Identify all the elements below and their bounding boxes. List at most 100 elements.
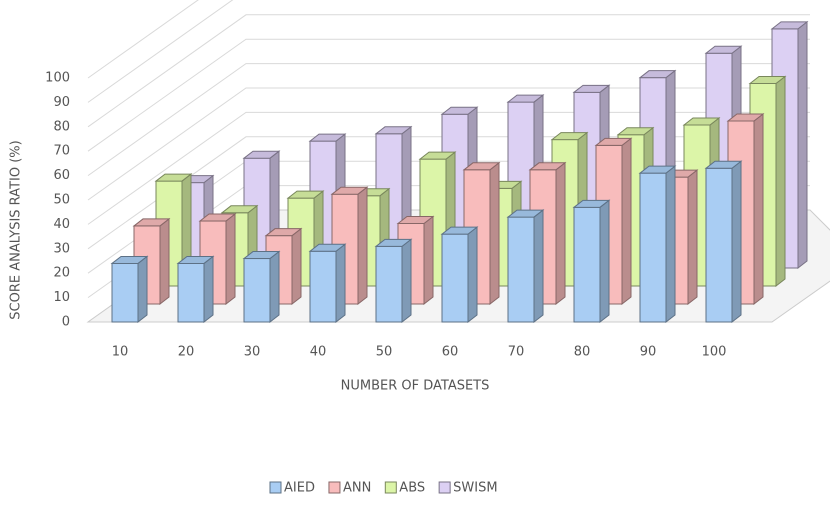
bar-top bbox=[462, 162, 501, 171]
x-tick-label: 90 bbox=[640, 345, 657, 360]
bar bbox=[704, 160, 743, 324]
x-tick-label: 60 bbox=[442, 345, 459, 360]
legend-swatch bbox=[328, 481, 341, 494]
bar-side bbox=[533, 209, 544, 324]
grid-line bbox=[87, 38, 810, 152]
bar-side bbox=[467, 226, 478, 324]
legend-label: AIED bbox=[284, 481, 315, 496]
bar-side bbox=[599, 199, 610, 324]
bar-top bbox=[242, 150, 281, 159]
bar-top bbox=[286, 190, 325, 199]
bar-top bbox=[374, 126, 413, 135]
bar-front bbox=[375, 245, 403, 323]
y-tick-label: 30 bbox=[53, 241, 70, 256]
bar-top bbox=[704, 45, 743, 54]
bar-side bbox=[731, 160, 742, 324]
bar-top bbox=[572, 84, 611, 93]
bar-side bbox=[665, 165, 676, 324]
bar-top bbox=[308, 243, 347, 252]
bar bbox=[572, 199, 611, 324]
bar-side bbox=[489, 161, 500, 306]
bar-side bbox=[797, 20, 808, 270]
grid-line bbox=[87, 87, 810, 201]
x-tick-label: 30 bbox=[244, 345, 261, 360]
bar-top bbox=[198, 213, 237, 222]
bar-top bbox=[374, 238, 413, 247]
bar-top bbox=[748, 75, 787, 84]
legend-swatch bbox=[384, 481, 397, 494]
bar-side bbox=[225, 213, 236, 306]
bar-top bbox=[396, 215, 435, 224]
bar-side bbox=[555, 161, 566, 306]
bar bbox=[308, 243, 347, 324]
grid-line bbox=[87, 0, 234, 103]
y-tick-label: 50 bbox=[53, 193, 70, 208]
bar-top bbox=[506, 94, 545, 103]
y-tick-label: 20 bbox=[53, 266, 70, 281]
bar-side bbox=[159, 217, 170, 306]
bar bbox=[374, 238, 413, 324]
grid-line bbox=[87, 63, 810, 177]
bar-front bbox=[573, 206, 601, 323]
x-tick-label: 20 bbox=[178, 345, 195, 360]
grid-line bbox=[87, 111, 810, 225]
bar-top bbox=[154, 173, 193, 182]
bar-top bbox=[506, 209, 545, 218]
y-axis-title: SCORE ANALYSIS RATIO (%) bbox=[9, 140, 24, 319]
y-tick-label: 80 bbox=[53, 119, 70, 134]
bar-top bbox=[440, 226, 479, 235]
bar bbox=[242, 250, 281, 324]
x-tick-label: 10 bbox=[112, 345, 129, 360]
legend-label: ANN bbox=[343, 481, 371, 496]
y-tick-label: 10 bbox=[53, 290, 70, 305]
bar bbox=[176, 255, 215, 324]
legend-swatch bbox=[438, 481, 451, 494]
bar-top bbox=[638, 70, 677, 79]
bar-top bbox=[330, 186, 369, 195]
y-tick-label: 100 bbox=[45, 71, 70, 86]
grid-line bbox=[87, 0, 199, 79]
bar-top bbox=[770, 21, 809, 30]
y-tick-label: 60 bbox=[53, 168, 70, 183]
bar-front bbox=[705, 167, 733, 323]
bar-side bbox=[203, 255, 214, 324]
x-tick-label: 80 bbox=[574, 345, 591, 360]
x-tick-label: 50 bbox=[376, 345, 393, 360]
bar-front bbox=[441, 233, 469, 323]
bar bbox=[110, 255, 149, 324]
legend-label: ABS bbox=[399, 481, 425, 496]
bar bbox=[638, 165, 677, 324]
bar-top bbox=[440, 106, 479, 115]
y-tick-label: 0 bbox=[62, 315, 70, 330]
bar-top bbox=[594, 137, 633, 146]
bar-front bbox=[177, 262, 205, 323]
bar-side bbox=[621, 137, 632, 306]
bar-top bbox=[682, 117, 721, 126]
x-tick-label: 70 bbox=[508, 345, 525, 360]
bar-front bbox=[243, 258, 271, 323]
bar-top bbox=[110, 255, 149, 264]
bar-side bbox=[357, 186, 368, 306]
bar-side bbox=[423, 215, 434, 306]
bar-top bbox=[550, 132, 589, 141]
bar-side bbox=[269, 250, 280, 324]
bar-top bbox=[220, 205, 259, 214]
bar bbox=[440, 226, 479, 324]
bar-top bbox=[704, 160, 743, 169]
grid-line bbox=[87, 14, 810, 128]
y-tick-label: 70 bbox=[53, 144, 70, 159]
bar-top bbox=[132, 218, 171, 227]
bar-side bbox=[335, 243, 346, 324]
x-axis-title: NUMBER OF DATASETS bbox=[341, 379, 490, 394]
bar-front bbox=[309, 250, 337, 323]
y-tick-label: 40 bbox=[53, 217, 70, 232]
bar-top bbox=[176, 255, 215, 264]
bar-side bbox=[401, 238, 412, 324]
legend-label: SWISM bbox=[453, 481, 497, 496]
bar-front bbox=[111, 262, 139, 323]
bar-side bbox=[137, 255, 148, 324]
bar-top bbox=[418, 151, 457, 160]
bar-top bbox=[726, 113, 765, 122]
bar-front bbox=[639, 172, 667, 323]
